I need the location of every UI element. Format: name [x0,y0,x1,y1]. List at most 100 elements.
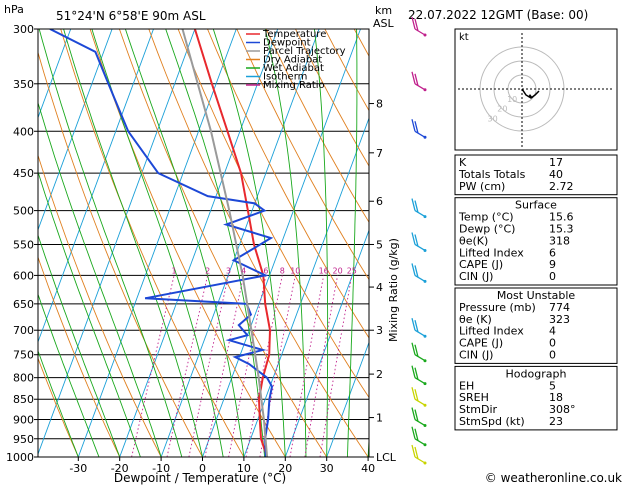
stats-general-value: 2.72 [549,180,574,193]
dry-adiabat [60,29,245,457]
hodograph-unit: kt [459,32,469,43]
hodograph-trace [521,88,540,99]
hodograph-ring-label: 20 [497,105,507,114]
height-axis: 8 7 6 5 4 3 2 1 LCL [369,98,397,464]
dry-adiabat [38,153,162,457]
mixing-ratio-label: 20 [333,266,343,275]
legend-label: Dry Adiabat [263,55,322,66]
wind-barb [414,438,426,446]
isotherm [38,29,196,456]
mixing-ratio-labels: 1 2 3 4 6 8 10 16 20 25 [172,266,357,275]
wind-barb-dot [423,424,427,428]
wind-barb-feather [414,18,419,32]
stats-hodograph-value: 18 [549,391,563,404]
mixing-ratio-line [228,275,267,457]
series-parcel-trajectory [181,29,269,457]
wind-barb-feather [411,318,416,331]
temperature-tick-label: -20 [111,462,129,475]
pressure-tick-label: 700 [13,324,34,337]
pressure-tick-label: 950 [13,433,34,446]
stats-hodograph-title: Hodograph [506,367,567,380]
mixing-ratio-label: 8 [280,266,285,275]
stats-general-value: 40 [549,168,563,181]
stats-surface-label: CIN (J) [459,270,493,283]
wind-barb [414,210,426,218]
stats-surface-value: 0 [549,270,556,283]
pressure-unit: hPa [4,3,24,16]
wind-barb-dot [423,215,427,219]
wind-barb-feather [411,387,416,400]
wind-barb-feather [414,409,419,422]
stats-hodograph-value: 5 [549,379,556,392]
temperature-axis: -30 -20 -10 0 10 20 30 40 [69,457,375,475]
stats-surface-value: 318 [549,234,570,247]
wind-barb-feather [411,71,416,84]
isotherm [326,341,369,457]
mixing-ratio-label: 3 [226,266,231,275]
mixing-ratio-line [319,275,353,457]
isotherm [243,116,369,457]
isotherm [119,29,279,457]
wind-barb [414,418,426,427]
height-tick-label: 1 [376,412,383,425]
stats-most-unstable-title: Most Unstable [497,289,576,302]
dry-adiabat [265,29,369,224]
wind-barb-feather [414,121,419,134]
stats-surface-title: Surface [515,199,557,212]
stats-surface-value: 6 [549,246,556,259]
pressure-tick-label: 850 [13,393,34,406]
mixing-ratio-line [245,275,283,457]
profile-lines [49,29,274,457]
wind-barb [414,274,426,282]
wet-adiabat [38,101,162,457]
wind-barb [414,28,426,36]
legend-label: Wet Adiabat [263,63,324,74]
stats-most-unstable-value: 323 [549,313,570,326]
wind-barb-dot [423,279,427,283]
wind-barb-feather [411,444,416,458]
isotherm [77,29,237,457]
temperature-tick-label: 30 [320,462,334,475]
mixing-ratio-line [131,275,175,457]
stats-general-label: PW (cm) [459,180,505,193]
wind-barb-feather [411,407,416,420]
wind-barb-dot [423,334,427,338]
dry-adiabat [38,50,203,457]
height-tick-label: 6 [376,195,383,208]
wind-barb-feather [414,234,419,247]
height-unit-asl: ASL [373,17,395,30]
isotherm [284,228,369,457]
stats-hodograph-value: 23 [549,415,563,428]
temperature-tick-label: -30 [69,462,87,475]
mixing-ratio-label: 6 [263,266,268,275]
pressure-tick-label: 1000 [6,451,34,464]
legend-label: Dewpoint [263,38,311,49]
wind-barb-feather [411,426,416,439]
legend-label: Temperature [262,29,326,40]
stats-most-unstable-value: 774 [549,301,570,314]
isotherm [202,29,361,457]
stats-general-frame [454,154,618,196]
wind-barb-feather [414,428,419,441]
wind-barb [414,83,426,91]
legend-label: Isotherm [263,72,307,83]
wind-barb-feather [414,200,419,213]
pressure-axis: 300 350 400 450 500 550 600 650 700 750 800 850 900 9… [6,23,38,464]
stats-hodograph-label: SREH [459,391,489,404]
height-tick-label: 3 [376,324,383,337]
mixing-ratio-label: 2 [205,266,210,275]
stats-surface-label: Temp (°C) [458,211,514,224]
wind-barb-dot [423,443,427,447]
isotherm [38,29,72,119]
wind-barb-dot [423,135,427,139]
wind-barb-feather [414,320,419,333]
wind-barb-feather [414,389,419,402]
mixing-ratio-label: 4 [241,266,246,275]
dry-adiabat [38,357,79,457]
wet-adiabat [212,29,286,457]
stats-general-label: K [459,156,467,169]
dry-adiabat [148,29,369,457]
wet-adiabat [38,170,141,457]
